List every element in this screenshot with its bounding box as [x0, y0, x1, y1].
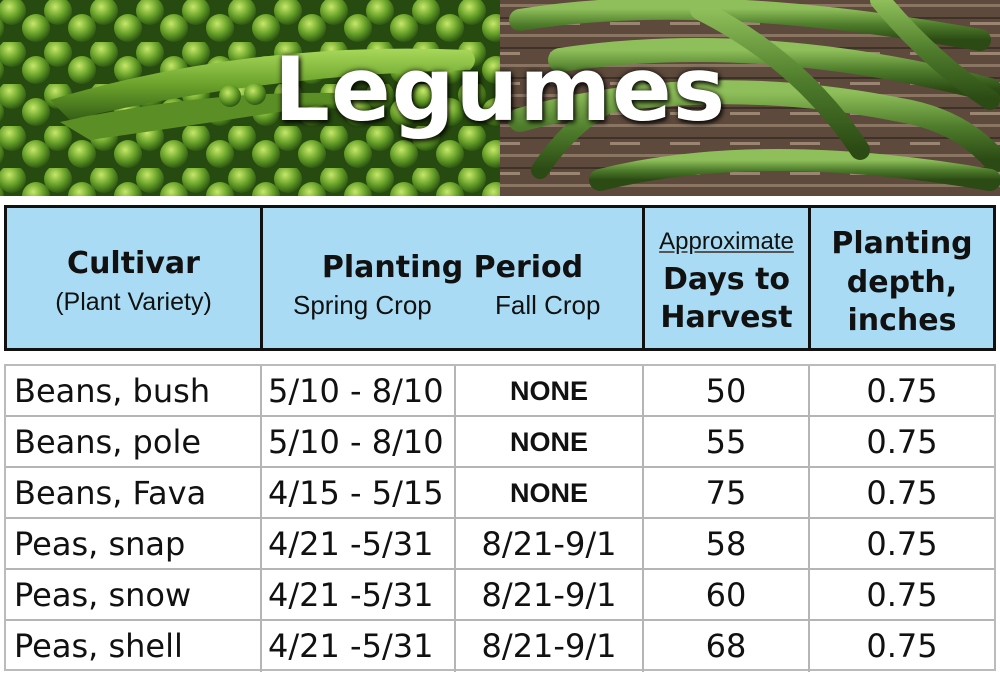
- fall-crop-cell: 8/21-9/1: [456, 621, 644, 672]
- header-cultivar: Cultivar (Plant Variety): [7, 208, 263, 348]
- depth-cell: 0.75: [866, 525, 938, 563]
- page-title: Legumes: [273, 38, 727, 141]
- table-row: Beans, pole 5/10 - 8/10 NONE 55 0.75: [6, 417, 994, 468]
- days-cell: 75: [644, 468, 810, 517]
- days-approximate-label: Approximate: [659, 228, 794, 255]
- fall-crop-cell: NONE: [456, 468, 644, 517]
- inches-label: inches: [847, 303, 957, 338]
- spring-crop-cell: 5/10 - 8/10: [262, 366, 456, 415]
- spring-crop-cell: 4/21 -5/31: [262, 570, 456, 619]
- cultivar-heading: Cultivar: [67, 246, 200, 281]
- header-days-to-harvest: Approximate Days to Harvest: [645, 208, 811, 348]
- fall-crop-cell: NONE: [456, 417, 644, 466]
- table-row: Beans, bush 5/10 - 8/10 NONE 50 0.75: [6, 366, 994, 417]
- table-header: Cultivar (Plant Variety) Planting Period…: [4, 205, 996, 351]
- spring-crop-cell: 5/10 - 8/10: [262, 417, 456, 466]
- table-body: Beans, bush 5/10 - 8/10 NONE 50 0.75 Bea…: [4, 364, 996, 672]
- spring-crop-cell: 4/21 -5/31: [262, 621, 456, 672]
- depth-label: depth,: [846, 265, 958, 300]
- spring-crop-cell: 4/15 - 5/15: [262, 468, 456, 517]
- cultivar-cell: Peas, snap: [6, 519, 262, 568]
- cultivar-subheading: (Plant Variety): [55, 288, 212, 316]
- days-cell: 60: [644, 570, 810, 619]
- harvest-label: Harvest: [660, 300, 793, 335]
- depth-cell: 0.75: [866, 576, 938, 614]
- table-row: Peas, snap 4/21 -5/31 8/21-9/1 58 0.75: [6, 519, 994, 570]
- cultivar-cell: Beans, pole: [6, 417, 262, 466]
- fall-crop-cell: NONE: [456, 366, 644, 415]
- planting-period-heading: Planting Period: [321, 250, 584, 285]
- fall-crop-heading: Fall Crop: [495, 290, 601, 320]
- days-cell: 68: [644, 621, 810, 672]
- cultivar-cell: Peas, shell: [6, 621, 262, 672]
- fall-crop-cell: 8/21-9/1: [456, 570, 644, 619]
- cultivar-cell: Peas, snow: [6, 570, 262, 619]
- depth-cell: 0.75: [866, 372, 938, 410]
- depth-cell: 0.75: [866, 423, 938, 461]
- cultivar-cell: Beans, bush: [6, 366, 262, 415]
- table-row: Peas, snow 4/21 -5/31 8/21-9/1 60 0.75: [6, 570, 994, 621]
- fall-crop-cell: 8/21-9/1: [456, 519, 644, 568]
- header-planting-period: Planting Period Spring Crop Fall Crop: [263, 208, 645, 348]
- depth-cell: 0.75: [866, 627, 938, 665]
- legumes-photo: [0, 0, 1000, 196]
- cultivar-cell: Beans, Fava: [6, 468, 262, 517]
- days-to-label: Days to: [662, 262, 791, 297]
- planting-label: Planting: [831, 226, 973, 261]
- depth-cell: 0.75: [866, 474, 938, 512]
- days-cell: 55: [644, 417, 810, 466]
- table-row: Peas, shell 4/21 -5/31 8/21-9/1 68 0.75: [6, 621, 994, 672]
- spring-crop-heading: Spring Crop: [293, 290, 432, 320]
- days-cell: 50: [644, 366, 810, 415]
- table-row: Beans, Fava 4/15 - 5/15 NONE 75 0.75: [6, 468, 994, 519]
- banner: Legumes: [0, 0, 1000, 196]
- days-cell: 58: [644, 519, 810, 568]
- header-planting-depth: Planting depth, inches: [811, 208, 993, 348]
- spring-crop-cell: 4/21 -5/31: [262, 519, 456, 568]
